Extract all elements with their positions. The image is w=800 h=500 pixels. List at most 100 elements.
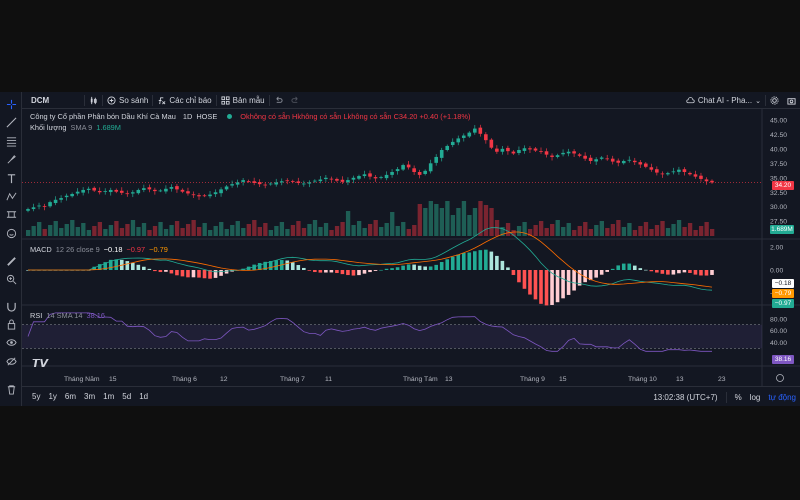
measure-icon[interactable] xyxy=(3,207,19,221)
macd-histogram-bar xyxy=(439,262,444,270)
volume-bar xyxy=(169,225,174,236)
volume-bar xyxy=(92,226,97,236)
rsi-title: RSI xyxy=(30,311,43,320)
chart-type-button[interactable] xyxy=(85,92,102,109)
compare-button[interactable]: So sánh xyxy=(103,92,152,109)
snapshot-button[interactable] xyxy=(783,92,800,109)
main-legend: Công ty Cổ phần Phân bón Dầu Khí Cà Mau … xyxy=(30,112,470,121)
candle xyxy=(70,194,74,197)
macd-histogram-bar xyxy=(180,270,185,277)
macd-histogram-bar xyxy=(450,256,455,270)
chart-canvas[interactable]: 45.00 42.50 40.00 37.50 35.00 32.50 30.00 27.50… xyxy=(22,109,800,386)
candle xyxy=(285,180,290,182)
emoji-icon[interactable] xyxy=(3,226,19,240)
candle xyxy=(329,178,334,180)
divider xyxy=(725,391,727,403)
magnet-icon[interactable] xyxy=(3,299,19,313)
time-axis-label: 12 xyxy=(220,376,228,383)
candle xyxy=(456,138,461,143)
volume-bar xyxy=(285,229,290,236)
candle xyxy=(384,174,389,179)
candle xyxy=(64,195,69,198)
candle xyxy=(594,159,598,162)
macd-histogram-bar xyxy=(97,264,102,270)
candle xyxy=(48,202,52,207)
candle xyxy=(605,158,609,160)
fx-icon xyxy=(159,96,166,104)
volume-bar xyxy=(163,229,169,236)
chart-area[interactable]: 45.00 42.50 40.00 37.50 35.00 32.50 30.00 27.50… xyxy=(22,109,800,386)
macd-histogram-bar xyxy=(544,270,549,306)
ruler-icon[interactable] xyxy=(3,254,19,268)
macd-histogram-bar xyxy=(412,264,416,270)
eye-icon[interactable] xyxy=(3,335,19,349)
undo-button[interactable] xyxy=(270,92,287,109)
candle xyxy=(279,181,284,183)
candle xyxy=(351,177,356,180)
o-value: không có sẵn xyxy=(246,112,290,121)
volume-bar xyxy=(158,222,163,236)
log-toggle[interactable]: log xyxy=(749,392,761,402)
range-1m[interactable]: 1m xyxy=(103,392,115,401)
camera-icon xyxy=(787,98,796,105)
templates-button[interactable]: Bản mẫu xyxy=(217,92,269,109)
range-1d[interactable]: 1d xyxy=(139,392,149,401)
symbol-search[interactable]: DCM xyxy=(31,95,50,105)
volume-bar xyxy=(461,201,467,236)
range-5d[interactable]: 5d xyxy=(122,392,132,401)
volume-bar xyxy=(191,220,196,236)
fib-icon[interactable] xyxy=(3,134,19,148)
candle xyxy=(522,148,527,151)
volume-bar xyxy=(53,221,58,236)
volume-bar xyxy=(687,223,693,236)
macd-histogram-bar xyxy=(307,270,312,271)
trash-icon[interactable] xyxy=(3,382,19,396)
ohlc-values: Okhông có sẵn Hkhông có sẵn Lkhông có sẵ… xyxy=(240,112,470,121)
macd-histogram-bar xyxy=(169,270,174,274)
brush-icon[interactable] xyxy=(3,152,19,166)
candle xyxy=(37,205,41,207)
volume-bar xyxy=(252,220,257,236)
clock[interactable]: 13:02:38 (UTC+7) xyxy=(653,392,718,402)
zoom-in-icon[interactable] xyxy=(3,272,19,286)
volume-bar xyxy=(274,226,279,236)
pattern-icon[interactable] xyxy=(3,189,19,203)
chat-ai-button[interactable]: Chat AI - Pha... ⌄ xyxy=(682,92,765,109)
macd-histogram-bar xyxy=(555,270,560,303)
trend-line-icon[interactable] xyxy=(3,115,19,129)
candle xyxy=(533,148,538,151)
range-6m[interactable]: 6m xyxy=(64,392,77,401)
volume-bar xyxy=(561,227,566,236)
volume-bar xyxy=(224,229,229,236)
rsi-band xyxy=(22,324,762,349)
volume-legend: Khối lượng SMA 9 1.689M xyxy=(30,123,121,132)
candle xyxy=(335,178,339,181)
volume-bar xyxy=(395,226,400,236)
range-1y[interactable]: 1y xyxy=(48,392,57,401)
eye-off-icon[interactable] xyxy=(3,354,19,368)
range-5y[interactable]: 5y xyxy=(32,392,41,401)
candle xyxy=(26,209,30,211)
volume-bar xyxy=(279,222,285,236)
auto-toggle[interactable]: tự động xyxy=(768,392,796,402)
volume-bar xyxy=(610,224,616,236)
macd-tag-2: −0.79 xyxy=(772,289,794,298)
range-3m[interactable]: 3m xyxy=(84,392,96,401)
percent-toggle[interactable]: % xyxy=(734,392,742,402)
macd-histogram-bar xyxy=(202,270,207,279)
macd-histogram-bar xyxy=(583,270,587,283)
redo-button[interactable] xyxy=(287,92,304,109)
text-icon[interactable] xyxy=(3,171,19,185)
macd-histogram-bar xyxy=(428,266,433,270)
interval-label: 1D xyxy=(182,112,193,121)
candle xyxy=(677,169,681,172)
indicators-button[interactable]: Các chỉ báo xyxy=(153,92,215,109)
volume-bar xyxy=(390,212,395,236)
candle xyxy=(125,193,130,195)
macd-histogram-bar xyxy=(390,268,394,270)
lock-icon[interactable] xyxy=(3,317,19,331)
settings-button[interactable] xyxy=(766,92,783,109)
crosshair-icon[interactable] xyxy=(3,97,19,111)
time-axis-label: 15 xyxy=(109,376,117,383)
volume-bar xyxy=(114,221,119,236)
